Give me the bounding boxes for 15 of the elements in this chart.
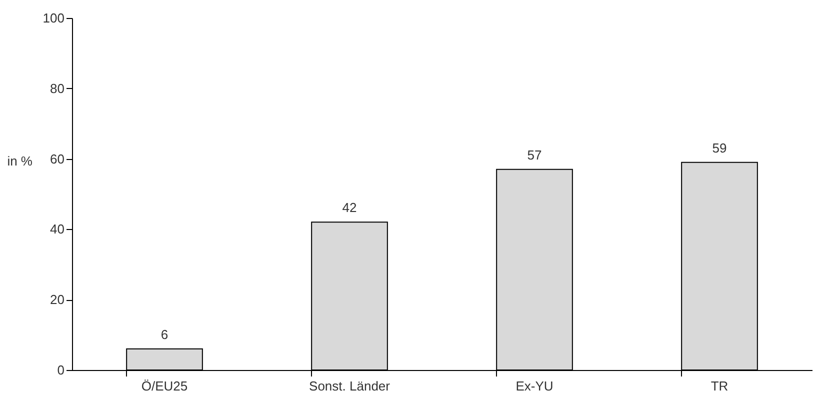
y-tick-label: 60 (50, 151, 64, 166)
y-tick-label: 100 (42, 10, 64, 26)
data-label: 59 (712, 140, 727, 156)
y-tick-label: 0 (57, 362, 64, 378)
y-tick-label: 40 (50, 222, 64, 237)
x-tick-label: Sonst. Länder (309, 378, 391, 394)
data-label: 42 (342, 200, 357, 216)
y-axis-title: in % (7, 153, 33, 168)
x-tick-label: Ex-YU (516, 378, 554, 394)
y-tick-label: 80 (50, 80, 64, 96)
x-tick-label: TR (710, 378, 728, 394)
data-label: 57 (527, 147, 542, 162)
y-tick-label: 20 (50, 292, 64, 308)
data-label: 6 (160, 326, 168, 342)
x-tick-label: Ö/EU25 (141, 378, 188, 394)
